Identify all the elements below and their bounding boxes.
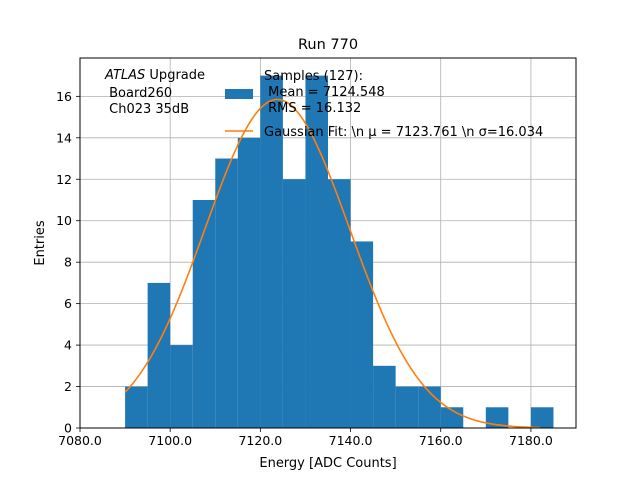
y-tick-label: 0 — [64, 421, 72, 436]
y-tick-label: 6 — [64, 296, 72, 311]
histogram-bar — [485, 407, 509, 428]
histogram-bar — [395, 386, 419, 428]
y-tick-label: 10 — [56, 213, 72, 228]
y-axis-ticks: 0 2 4 6 8 10 12 14 16 — [56, 89, 80, 436]
x-axis-label: Energy [ADC Counts] — [259, 456, 396, 471]
atlas-annotation: ATLAS Upgrade Board260 Ch023 35dB — [104, 68, 205, 117]
gaussian-fit-curve — [124, 98, 540, 429]
histogram-bar — [192, 199, 216, 428]
histogram-bars — [125, 75, 554, 428]
gaussian-fit-layer — [124, 98, 540, 429]
y-tick-label: 12 — [56, 172, 72, 187]
annotation-line-3: Ch023 35dB — [105, 102, 189, 117]
annotation-line-2: Board260 — [105, 86, 172, 101]
legend-hist-swatch — [225, 89, 253, 99]
histogram-bar — [237, 137, 261, 428]
histogram-bar — [373, 365, 396, 428]
y-tick-label: 14 — [56, 130, 72, 145]
legend-hist-label-3: RMS = 16.132 — [264, 101, 361, 116]
chart-title: Run 770 — [298, 37, 358, 53]
upgrade-label: Upgrade — [149, 68, 205, 83]
histogram-bar — [260, 75, 283, 428]
histogram-bar — [350, 241, 374, 428]
histogram-bar — [282, 179, 306, 428]
histogram-bar — [215, 158, 238, 428]
histogram-bar — [147, 282, 171, 428]
y-axis-label: Entries — [33, 220, 48, 266]
histogram-bar — [170, 345, 193, 428]
histogram-bar — [530, 407, 554, 428]
histogram-bar — [328, 179, 351, 428]
x-tick-label: 7140.0 — [329, 433, 373, 448]
x-tick-label: 7160.0 — [419, 433, 463, 448]
atlas-label: ATLAS — [104, 68, 145, 83]
legend-hist-label-1: Samples (127): — [264, 69, 363, 84]
x-tick-label: 7120.0 — [238, 433, 282, 448]
legend: Samples (127): Mean = 7124.548 RMS = 16.… — [225, 69, 543, 140]
x-axis-ticks: 7080.0 7100.0 7120.0 7140.0 7160.0 7180.0 — [58, 428, 553, 448]
legend-hist-label-2: Mean = 7124.548 — [264, 85, 385, 100]
y-tick-label: 16 — [56, 89, 72, 104]
x-tick-label: 7080.0 — [58, 433, 102, 448]
legend-fit-label: Gaussian Fit: \n μ = 7123.761 \n σ=16.03… — [264, 125, 543, 140]
histogram-bar — [305, 75, 328, 428]
x-tick-label: 7100.0 — [148, 433, 192, 448]
x-tick-label: 7180.0 — [509, 433, 553, 448]
plot-frame — [79, 57, 577, 429]
histogram-bar — [125, 386, 148, 428]
y-tick-label: 4 — [64, 338, 72, 353]
y-tick-label: 2 — [64, 379, 72, 394]
annotation-line-1: ATLAS Upgrade — [104, 68, 205, 83]
y-tick-label: 8 — [64, 255, 72, 270]
